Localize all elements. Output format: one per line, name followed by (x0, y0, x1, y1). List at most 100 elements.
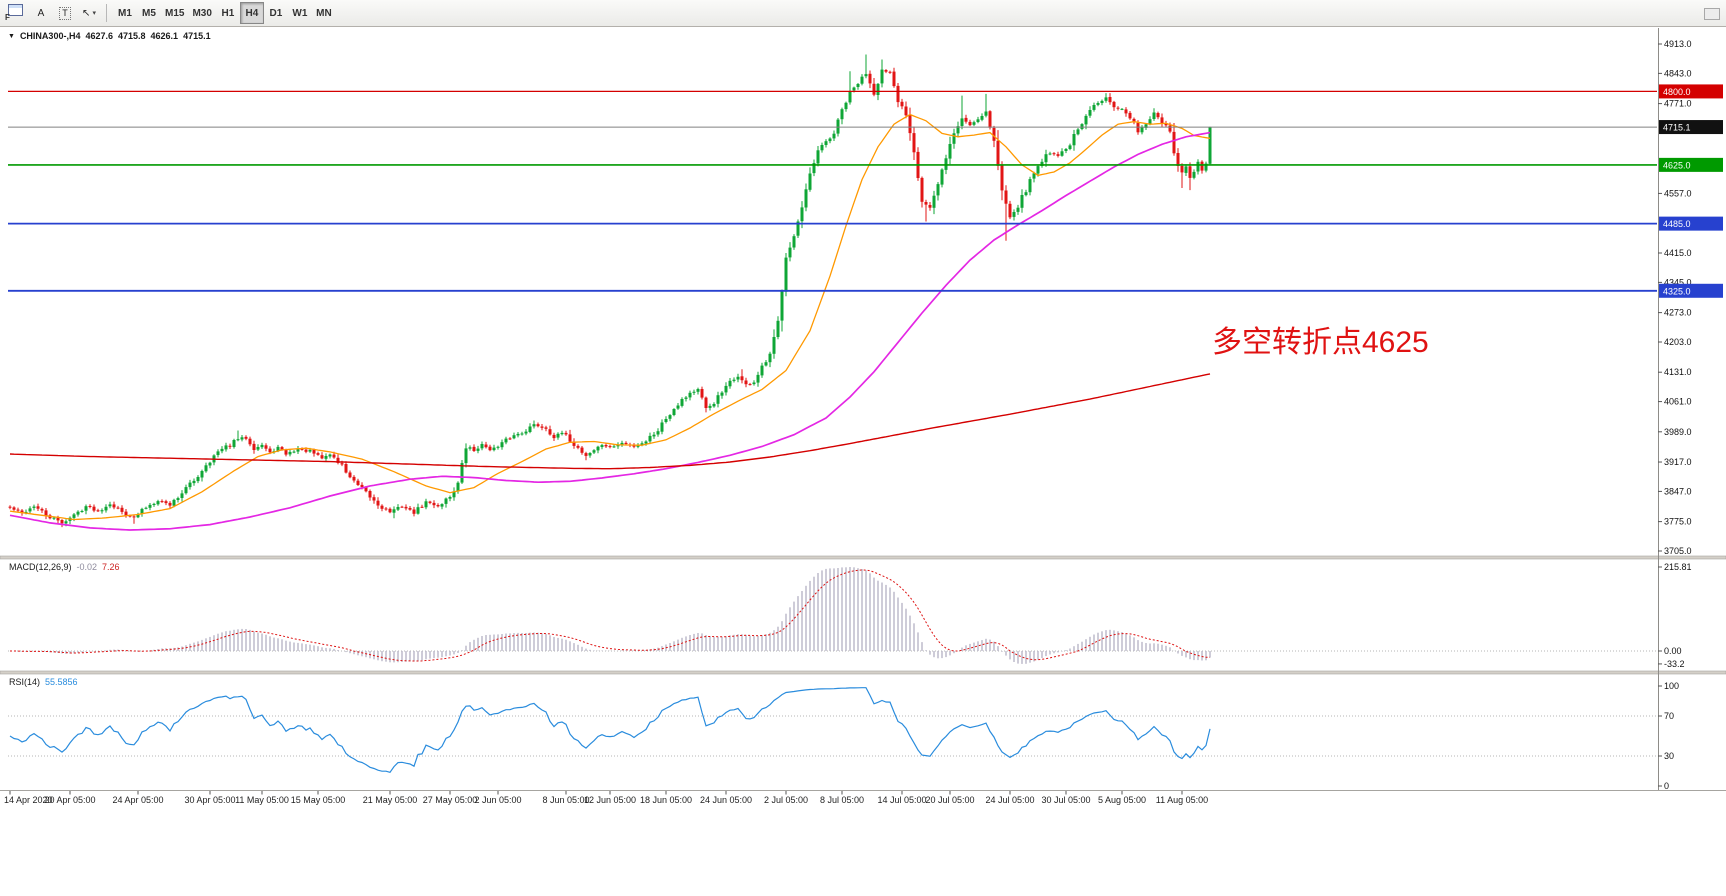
svg-text:3917.0: 3917.0 (1664, 457, 1692, 467)
svg-text:100: 100 (1664, 681, 1679, 691)
ohlc-low: 4626.1 (150, 31, 179, 41)
macd-pane[interactable] (8, 567, 1657, 664)
ohlc-open: 4627.6 (85, 31, 113, 41)
chart-caption: ▼ CHINA300-,H4 4627.6 4715.8 4626.1 4715… (8, 31, 211, 41)
svg-text:11 May 05:00: 11 May 05:00 (235, 795, 289, 805)
toolbar: F A T ↖ ▾ M1 M5 M15 M30 H1 H4 D1 W1 MN (0, 0, 1726, 27)
chart-window-icon (7, 4, 23, 16)
price-pane[interactable] (8, 54, 1212, 528)
timeframe-group: M1 M5 M15 M30 H1 H4 D1 W1 MN (113, 2, 336, 24)
price-badge-4800.0 (1659, 84, 1723, 99)
svg-text:14 Jul 05:00: 14 Jul 05:00 (877, 795, 926, 805)
text-tool-button[interactable]: A (30, 2, 52, 24)
ma-slow-line (9, 373, 1211, 470)
svg-text:12 Jun 05:00: 12 Jun 05:00 (584, 795, 636, 805)
svg-text:15 May 05:00: 15 May 05:00 (291, 795, 346, 805)
svg-text:3989.0: 3989.0 (1664, 427, 1692, 437)
svg-text:3705.0: 3705.0 (1664, 546, 1692, 556)
timeframe-button-h1[interactable]: H1 (216, 2, 240, 24)
timeframe-button-mn[interactable]: MN (312, 2, 336, 24)
macd-label: MACD(12,26,9) (9, 562, 72, 572)
svg-text:30 Apr 05:00: 30 Apr 05:00 (184, 795, 235, 805)
rsi-axis[interactable]: 100 70 30 0 (1658, 681, 1679, 791)
macd-signal-line (10, 569, 1210, 662)
svg-text:20 Jul 05:00: 20 Jul 05:00 (925, 795, 974, 805)
svg-text:8 Jun 05:00: 8 Jun 05:00 (542, 795, 589, 805)
cursor-icon: ↖ (82, 7, 91, 19)
svg-text:4913.0: 4913.0 (1664, 39, 1692, 49)
rsi-label: RSI(14) (9, 677, 41, 687)
macd-signal-value: 7.26 (102, 562, 120, 572)
svg-text:70: 70 (1664, 711, 1674, 721)
timeframe-button-w1[interactable]: W1 (288, 2, 312, 24)
svg-text:215.81: 215.81 (1664, 562, 1692, 572)
chart-window-label: F (5, 13, 10, 22)
toolbar-separator (106, 4, 107, 22)
svg-text:3847.0: 3847.0 (1664, 486, 1692, 496)
svg-text:4131.0: 4131.0 (1664, 367, 1692, 377)
panel-splitter-2[interactable] (0, 670, 1726, 675)
ohlc-close: 4715.1 (183, 31, 211, 41)
svg-text:-33.2: -33.2 (1664, 659, 1685, 669)
svg-text:4843.0: 4843.0 (1664, 68, 1692, 78)
macd-caption: MACD(12,26,9) -0.02 7.26 (9, 562, 120, 572)
price-axis[interactable]: 4913.0 4843.0 4771.0 4557.0 4415.0 4345.0 4273… (1658, 39, 1723, 556)
rsi-pane[interactable] (8, 687, 1657, 773)
svg-text:4345.0: 4345.0 (1664, 277, 1692, 287)
ma-fast-line (9, 113, 1211, 521)
svg-text:18 Jun 05:00: 18 Jun 05:00 (640, 795, 692, 805)
svg-text:24 Jun 05:00: 24 Jun 05:00 (700, 795, 752, 805)
timeframe-button-h4[interactable]: H4 (239, 2, 264, 24)
svg-text:24 Jul 05:00: 24 Jul 05:00 (985, 795, 1034, 805)
svg-text:30: 30 (1664, 751, 1674, 761)
svg-text:4203.0: 4203.0 (1664, 337, 1692, 347)
svg-text:27 May 05:00: 27 May 05:00 (423, 795, 478, 805)
price-badge-4485.0 (1659, 216, 1723, 231)
label-tool-icon: T (59, 6, 71, 20)
price-badge-4715.1 (1659, 120, 1723, 135)
ohlc-high: 4715.8 (118, 31, 146, 41)
svg-text:2 Jun 05:00: 2 Jun 05:00 (474, 795, 521, 805)
macd-main-value: -0.02 (76, 562, 98, 572)
svg-text:2 Jul 05:00: 2 Jul 05:00 (764, 795, 808, 805)
svg-text:8 Jul 05:00: 8 Jul 05:00 (820, 795, 864, 805)
toolbar-overflow-button[interactable] (1704, 8, 1720, 20)
svg-text:30 Jul 05:00: 30 Jul 05:00 (1041, 795, 1090, 805)
timeframe-button-d1[interactable]: D1 (264, 2, 288, 24)
timeframe-button-m15[interactable]: M15 (161, 2, 188, 24)
svg-text:4715.1: 4715.1 (1663, 123, 1691, 133)
chevron-down-icon: ▾ (92, 10, 96, 17)
chart-window-button[interactable]: F (2, 2, 28, 24)
rsi-caption: RSI(14) 55.5856 (9, 677, 78, 687)
panel-splitter-1[interactable] (0, 555, 1726, 560)
svg-text:3775.0: 3775.0 (1664, 517, 1692, 527)
svg-text:0: 0 (1664, 781, 1669, 791)
svg-text:5 Aug 05:00: 5 Aug 05:00 (1098, 795, 1146, 805)
svg-text:11 Aug 05:00: 11 Aug 05:00 (1156, 795, 1208, 805)
macd-axis[interactable]: 215.81 0.00 -33.2 (1658, 562, 1692, 669)
timeframe-button-m30[interactable]: M30 (188, 2, 215, 24)
label-tool-button[interactable]: T (54, 2, 76, 24)
symbol-marker-icon: ▼ (8, 33, 15, 40)
chart-annotation-text: 多空转折点4625 (1212, 326, 1429, 359)
svg-text:4800.0: 4800.0 (1663, 87, 1691, 97)
svg-text:4625.0: 4625.0 (1663, 160, 1691, 170)
price-badge-4325.0 (1659, 283, 1723, 298)
text-tool-icon: A (37, 7, 45, 19)
timeframe-button-m5[interactable]: M5 (137, 2, 161, 24)
svg-text:4061.0: 4061.0 (1664, 397, 1692, 407)
cursor-tool-button[interactable]: ↖ ▾ (78, 2, 100, 24)
svg-text:4485.0: 4485.0 (1663, 219, 1691, 229)
symbol-period-label: CHINA300-,H4 (19, 31, 81, 41)
svg-text:4415.0: 4415.0 (1664, 248, 1692, 258)
svg-text:14 Apr 2020: 14 Apr 2020 (4, 795, 53, 805)
ma-mid-line (9, 131, 1211, 531)
svg-text:20 Apr 05:00: 20 Apr 05:00 (44, 795, 95, 805)
svg-text:24 Apr 05:00: 24 Apr 05:00 (112, 795, 163, 805)
price-badge-4625.0 (1659, 157, 1723, 172)
svg-text:4771.0: 4771.0 (1664, 99, 1692, 109)
rsi-line (9, 687, 1211, 773)
timeframe-button-m1[interactable]: M1 (113, 2, 137, 24)
